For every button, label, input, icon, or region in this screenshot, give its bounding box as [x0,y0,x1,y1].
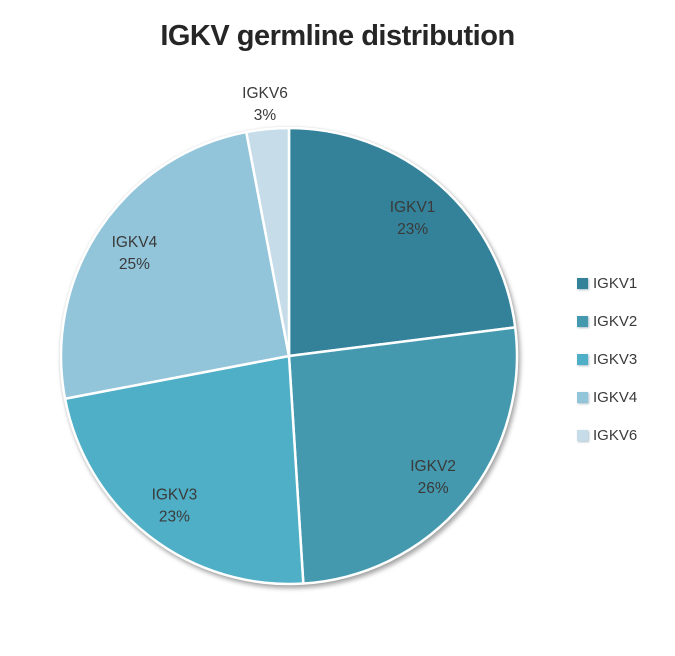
pie-slice-igkv3 [63,354,305,586]
legend-label-igkv3: IGKV3 [593,351,638,368]
slice-label-igkv3: IGKV3 23% [152,487,198,526]
legend-label-igkv6: IGKV6 [593,427,638,444]
pie [59,126,519,586]
legend: IGKV1 IGKV2 IGKV3 IGKV4 IGKV6 [577,271,637,448]
slice-label-igkv2: IGKV2 26% [410,458,456,497]
legend-item-igkv6: IGKV6 [577,423,637,448]
legend-label-igkv4: IGKV4 [593,389,638,406]
pie-slice-igkv6 [245,126,291,358]
legend-item-igkv2: IGKV2 [577,309,637,334]
legend-label-igkv2: IGKV2 [593,313,638,330]
pie-slice-igkv4 [59,130,291,400]
legend-swatch-igkv4 [577,392,588,403]
legend-swatch-igkv2 [577,316,588,327]
slice-label-igkv6: IGKV6 3% [242,85,288,124]
slice-label-igkv4: IGKV4 25% [112,234,158,273]
pie-slice-igkv2 [287,326,519,585]
pie-slice-igkv1 [287,126,517,358]
slice-label-igkv1: IGKV1 23% [390,199,436,238]
legend-label-igkv1: IGKV1 [593,275,638,292]
legend-swatch-igkv1 [577,278,588,289]
legend-item-igkv3: IGKV3 [577,347,637,372]
legend-item-igkv4: IGKV4 [577,385,637,410]
pie-slice-labels: IGKV1 23% IGKV2 26% IGKV3 23% IGKV4 25% IGKV6 3% [112,85,456,526]
chart-title: IGKV germline distribution [160,20,515,52]
legend-item-igkv1: IGKV1 [577,271,637,296]
legend-swatch-igkv3 [577,354,588,365]
legend-swatch-igkv6 [577,430,588,441]
